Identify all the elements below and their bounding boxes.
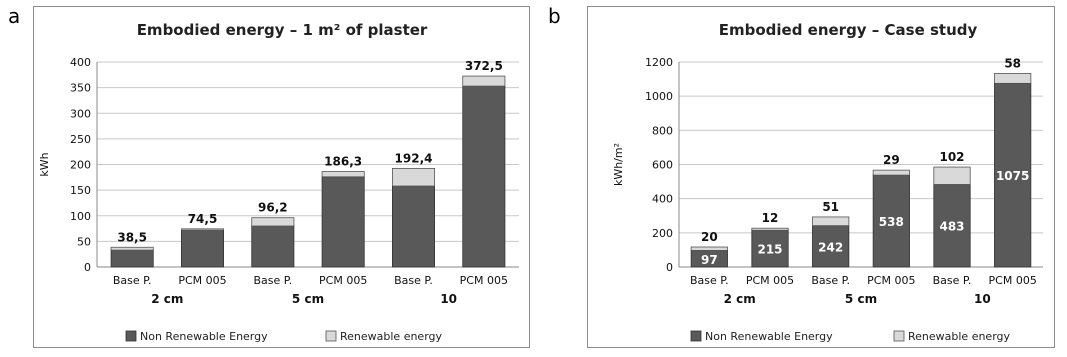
bar-renewable bbox=[180, 228, 224, 231]
x-tick-label: Base P. bbox=[394, 274, 433, 287]
data-label-non-renewable: 215 bbox=[757, 243, 782, 257]
bar-non-renewable bbox=[462, 85, 506, 268]
y-tick-label: 1200 bbox=[645, 56, 673, 69]
bar-non-renewable bbox=[251, 225, 295, 268]
x-tick-label: PCM 005 bbox=[460, 274, 508, 287]
chart-b-svg: Embodied energy – Case study 0 200 400 600 80… bbox=[612, 21, 1043, 343]
y-tick-label: 300 bbox=[70, 107, 91, 120]
x-tick-label: Base P. bbox=[253, 274, 292, 287]
data-label-total: 74,5 bbox=[188, 212, 218, 226]
panel-label-b: b bbox=[548, 4, 561, 28]
bar-renewable bbox=[994, 73, 1032, 84]
bar-renewable bbox=[321, 171, 365, 178]
data-label-renewable: 102 bbox=[939, 150, 964, 164]
data-label-total: 96,2 bbox=[258, 201, 288, 215]
bar-renewable bbox=[391, 167, 435, 187]
y-tick-label: 0 bbox=[84, 261, 91, 274]
bar-non-renewable bbox=[751, 229, 789, 268]
y-tick-label: 350 bbox=[70, 82, 91, 95]
y-tick-label: 400 bbox=[652, 193, 673, 206]
data-label-renewable: 51 bbox=[822, 200, 839, 214]
x-group-label: 5 cm bbox=[845, 292, 877, 306]
data-label-renewable: 29 bbox=[883, 153, 900, 167]
y-tick-label: 200 bbox=[70, 159, 91, 172]
x-group-label: 10 bbox=[974, 292, 991, 306]
legend-label-renewable: Renewable energy bbox=[908, 330, 1011, 343]
bar-renewable bbox=[751, 227, 789, 231]
chart-a-svg: Embodied energy – 1 m² of plaster 0 50 100 1… bbox=[38, 21, 519, 343]
x-tick-label: PCM 005 bbox=[319, 274, 367, 287]
legend-label-renewable: Renewable energy bbox=[340, 330, 443, 343]
bar-renewable bbox=[690, 246, 728, 251]
y-tick-label: 100 bbox=[70, 210, 91, 223]
y-tick-label: 800 bbox=[652, 124, 673, 137]
legend-label-non-renewable: Non Renewable Energy bbox=[705, 330, 833, 343]
bar-non-renewable bbox=[391, 185, 435, 268]
x-group-label: 2 cm bbox=[724, 292, 756, 306]
bar-non-renewable bbox=[812, 225, 850, 268]
legend-label-non-renewable: Non Renewable Energy bbox=[140, 330, 268, 343]
data-label-renewable: 12 bbox=[762, 211, 779, 225]
y-tick-label: 50 bbox=[77, 235, 91, 248]
panel-label-a: a bbox=[8, 4, 21, 28]
x-tick-label: PCM 005 bbox=[178, 274, 226, 287]
y-tick-label: 200 bbox=[652, 227, 673, 240]
y-tick-label: 1000 bbox=[645, 90, 673, 103]
bar-non-renewable bbox=[933, 184, 971, 268]
data-label-total: 38,5 bbox=[117, 230, 147, 244]
bar-renewable bbox=[462, 75, 506, 87]
chart-panel-a: Embodied energy – 1 m² of plaster 0 50 100 1… bbox=[33, 6, 530, 348]
data-label-total: 192,4 bbox=[395, 151, 433, 165]
data-label-renewable: 20 bbox=[701, 230, 718, 244]
legend-swatch-renewable bbox=[325, 330, 337, 342]
data-label-total: 186,3 bbox=[324, 155, 362, 169]
x-group-label: 10 bbox=[440, 292, 457, 306]
x-tick-label: PCM 005 bbox=[989, 274, 1037, 287]
data-label-non-renewable: 483 bbox=[939, 220, 964, 234]
legend-swatch-non-renewable bbox=[690, 330, 702, 342]
x-group-label: 5 cm bbox=[292, 292, 324, 306]
bar-renewable bbox=[933, 166, 971, 185]
data-label-non-renewable: 538 bbox=[879, 215, 904, 229]
x-group-label: 2 cm bbox=[151, 292, 183, 306]
data-label-total: 372,5 bbox=[465, 59, 503, 73]
data-label-non-renewable: 97 bbox=[701, 253, 718, 267]
data-label-renewable: 58 bbox=[1004, 56, 1021, 70]
data-label-non-renewable: 242 bbox=[818, 240, 843, 254]
x-tick-label: Base P. bbox=[933, 274, 972, 287]
bar-renewable bbox=[812, 216, 850, 227]
bar-renewable bbox=[110, 246, 154, 251]
chart-title: Embodied energy – 1 m² of plaster bbox=[137, 21, 428, 39]
bar-renewable bbox=[872, 169, 910, 176]
bar-non-renewable bbox=[110, 249, 154, 268]
y-axis-label: kWh/m² bbox=[612, 143, 625, 186]
x-tick-label: Base P. bbox=[690, 274, 729, 287]
y-tick-label: 150 bbox=[70, 184, 91, 197]
bar-non-renewable bbox=[321, 176, 365, 268]
bar-non-renewable bbox=[872, 174, 910, 268]
y-tick-label: 600 bbox=[652, 159, 673, 172]
bar-renewable bbox=[251, 217, 295, 227]
data-label-non-renewable: 1075 bbox=[996, 169, 1029, 183]
x-tick-label: Base P. bbox=[113, 274, 152, 287]
x-tick-label: PCM 005 bbox=[867, 274, 915, 287]
y-tick-label: 0 bbox=[666, 261, 673, 274]
chart-title: Embodied energy – Case study bbox=[719, 21, 978, 39]
legend-swatch-non-renewable bbox=[125, 330, 137, 342]
chart-panel-b: Embodied energy – Case study 0 200 400 600 80… bbox=[587, 6, 1055, 348]
x-tick-label: PCM 005 bbox=[746, 274, 794, 287]
y-tick-label: 250 bbox=[70, 133, 91, 146]
y-axis-label: kWh bbox=[38, 152, 51, 176]
bar-non-renewable bbox=[180, 229, 224, 268]
bar-non-renewable bbox=[994, 82, 1032, 268]
legend-swatch-renewable bbox=[893, 330, 905, 342]
y-tick-label: 400 bbox=[70, 56, 91, 69]
x-tick-label: Base P. bbox=[811, 274, 850, 287]
